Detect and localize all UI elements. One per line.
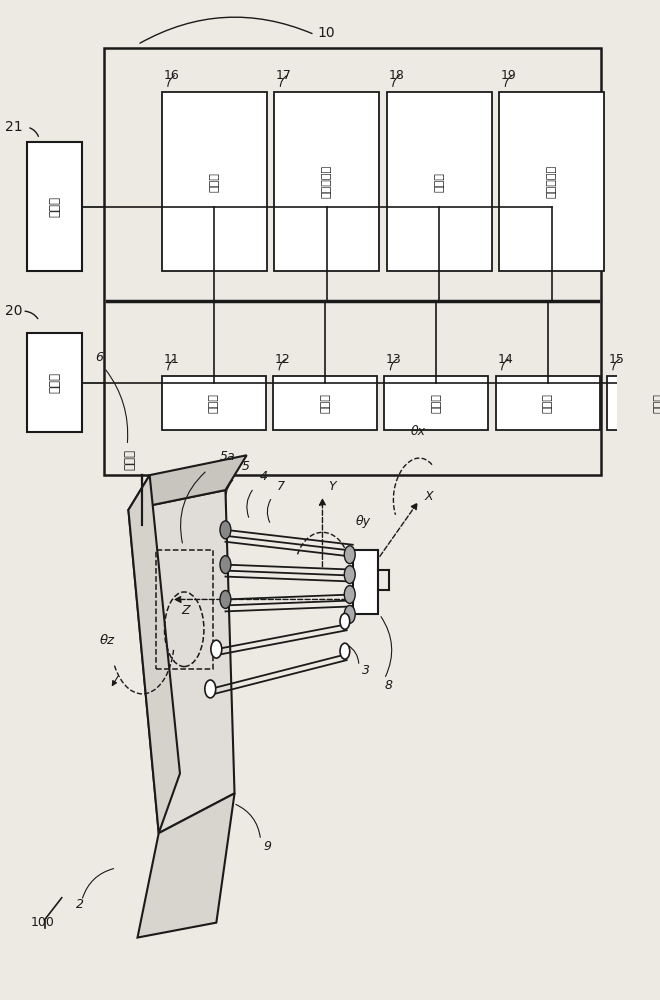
Text: 制作部: 制作部: [543, 393, 552, 413]
Text: 16: 16: [164, 69, 180, 82]
Text: 存储部: 存储部: [320, 393, 330, 413]
Circle shape: [205, 680, 216, 698]
Circle shape: [220, 590, 231, 608]
Bar: [27, 333, 82, 432]
Circle shape: [211, 640, 222, 658]
Text: 13: 13: [386, 353, 402, 366]
Text: 8: 8: [385, 679, 393, 692]
Bar: [353, 550, 378, 614]
Circle shape: [345, 586, 355, 603]
Circle shape: [345, 605, 355, 623]
Text: 9: 9: [263, 840, 272, 853]
Text: θx: θx: [411, 425, 426, 438]
Text: 编辑部: 编辑部: [654, 393, 660, 413]
Text: Z: Z: [182, 604, 190, 617]
Polygon shape: [137, 793, 234, 938]
Text: 取得部: 取得部: [209, 393, 218, 413]
Bar: [273, 376, 377, 430]
Text: 5: 5: [242, 460, 249, 473]
Polygon shape: [129, 455, 247, 510]
Text: 21: 21: [5, 120, 22, 134]
Text: 18: 18: [389, 69, 405, 82]
Circle shape: [340, 643, 350, 659]
Bar: [162, 376, 266, 430]
Text: 3: 3: [362, 664, 370, 677]
Text: 7: 7: [277, 480, 285, 493]
Text: 6: 6: [95, 351, 103, 364]
Text: θy: θy: [356, 515, 371, 528]
Circle shape: [220, 521, 231, 539]
Circle shape: [345, 566, 355, 584]
Bar: [499, 92, 605, 271]
Bar: [387, 92, 492, 271]
Text: 再现确认部: 再现确认部: [322, 165, 332, 198]
Text: 14: 14: [498, 353, 513, 366]
Text: 变更部: 变更部: [209, 172, 219, 192]
Text: 10: 10: [317, 26, 335, 40]
Text: 输入部: 输入部: [48, 372, 61, 393]
Text: X: X: [424, 490, 433, 503]
Circle shape: [345, 546, 355, 564]
Text: 动作控制部: 动作控制部: [547, 165, 557, 198]
Text: 5a: 5a: [219, 450, 235, 463]
Bar: [162, 92, 267, 271]
Text: 显示部: 显示部: [48, 196, 61, 217]
Text: 2: 2: [76, 898, 84, 911]
Text: 100: 100: [30, 916, 54, 929]
Text: 判定部: 判定部: [431, 393, 442, 413]
Text: 19: 19: [501, 69, 517, 82]
Bar: [496, 376, 599, 430]
Text: 12: 12: [275, 353, 290, 366]
Circle shape: [220, 556, 231, 574]
Text: θz: θz: [99, 634, 114, 647]
Text: 减速部: 减速部: [434, 172, 444, 192]
Text: 11: 11: [164, 353, 180, 366]
Circle shape: [340, 613, 350, 629]
Text: 控制部: 控制部: [123, 449, 136, 470]
Bar: [104, 48, 601, 475]
Text: 15: 15: [609, 353, 624, 366]
Bar: [607, 376, 660, 430]
Text: 4: 4: [260, 470, 268, 483]
Bar: [275, 92, 380, 271]
Polygon shape: [129, 490, 234, 833]
Bar: [156, 550, 213, 669]
Text: Y: Y: [329, 480, 336, 493]
Bar: [384, 376, 488, 430]
Text: 20: 20: [5, 304, 22, 318]
Text: 17: 17: [276, 69, 292, 82]
Bar: [27, 142, 82, 271]
Polygon shape: [129, 475, 180, 833]
